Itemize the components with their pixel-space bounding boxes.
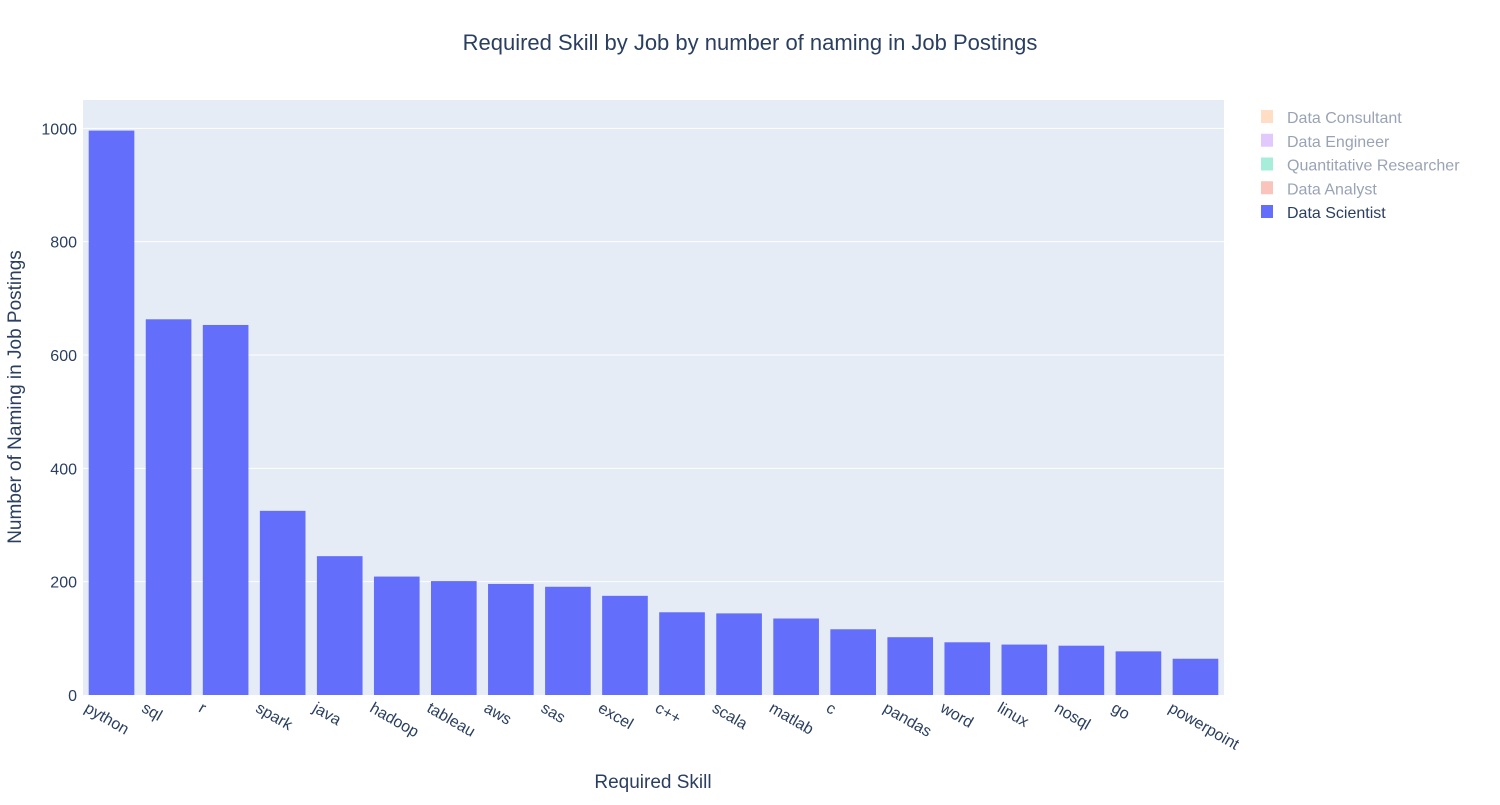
x-tick-label: powerpoint (1165, 700, 1242, 754)
x-tick-label: python (82, 700, 132, 739)
y-tick-labels: 0 200 400 600 800 1000 (41, 121, 77, 705)
x-tick-label: aws (481, 700, 514, 729)
bar-c[interactable] (830, 629, 876, 695)
bar-nosql[interactable] (1058, 645, 1105, 695)
legend-item[interactable]: Data Scientist (1261, 205, 1386, 222)
y-tick-label: 0 (68, 688, 77, 705)
legend-label: Quantitative Researcher (1287, 158, 1460, 175)
bar-sql[interactable] (145, 319, 192, 695)
plot-area (83, 100, 1224, 695)
legend-label: Data Analyst (1287, 181, 1377, 198)
x-tick-label: sql (139, 700, 165, 725)
bar-go[interactable] (1115, 651, 1162, 695)
x-tick-label: nosql (1051, 700, 1093, 734)
legend-item[interactable]: Data Consultant (1261, 110, 1402, 127)
legend: Data Consultant Data Engineer Quantitative… (1261, 110, 1460, 222)
y-tick-label: 400 (50, 461, 77, 478)
bar-powerpoint[interactable] (1172, 658, 1219, 695)
x-tick-label: excel (595, 700, 636, 733)
grid-layer (83, 127, 1224, 583)
bar-tableau[interactable] (431, 581, 477, 695)
y-axis-title: Number of Naming in Job Postings (5, 250, 26, 544)
chart-title: Required Skill by Job by number of namin… (463, 30, 1038, 55)
legend-label: Data Engineer (1287, 134, 1390, 151)
x-tick-label: pandas (880, 700, 934, 741)
x-tick-label: c++ (652, 700, 684, 728)
legend-swatch (1261, 110, 1273, 123)
legend-item[interactable]: Data Engineer (1261, 133, 1390, 151)
legend-swatch (1261, 181, 1273, 195)
legend-swatch (1261, 157, 1273, 171)
bar-hadoop[interactable] (373, 576, 420, 695)
x-tick-label: spark (253, 700, 296, 735)
y-tick-label: 1000 (41, 121, 77, 138)
x-tick-label: go (1108, 700, 1132, 724)
bar-linux[interactable] (1001, 644, 1048, 695)
bar-python[interactable] (88, 130, 135, 696)
y-tick-label: 200 (50, 575, 77, 592)
bar-matlab[interactable] (773, 618, 819, 696)
x-tick-label: hadoop (367, 700, 422, 741)
bar-scala[interactable] (716, 613, 762, 695)
legend-label: Data Consultant (1287, 110, 1402, 127)
x-tick-labels: python sql r spark java hadoop tableau aws sas ex… (82, 699, 1243, 754)
x-tick-label: sas (538, 700, 568, 727)
x-axis-title: Required Skill (594, 772, 711, 793)
bar-word[interactable] (944, 642, 991, 695)
x-tick-label: java (309, 699, 344, 729)
x-tick-label: linux (994, 700, 1031, 731)
legend-swatch (1261, 205, 1273, 218)
legend-item[interactable]: Quantitative Researcher (1261, 157, 1460, 175)
y-tick-label: 600 (50, 348, 77, 365)
bar-excel[interactable] (602, 595, 648, 695)
bar-c++[interactable] (659, 612, 705, 695)
x-tick-label: tableau (424, 700, 478, 741)
bar-aws[interactable] (488, 583, 534, 695)
x-tick-label: r (196, 700, 210, 718)
x-tick-label: matlab (766, 700, 816, 739)
legend-label: Data Scientist (1287, 205, 1386, 222)
bar-java[interactable] (316, 556, 363, 695)
bar-spark[interactable] (259, 510, 306, 695)
x-tick-label: c (823, 700, 838, 719)
x-tick-label: word (936, 699, 975, 732)
bar-r[interactable] (202, 324, 249, 695)
bar-sas[interactable] (545, 586, 591, 695)
legend-swatch (1261, 133, 1273, 147)
legend-item[interactable]: Data Analyst (1261, 181, 1377, 198)
bar-layer (88, 130, 1219, 696)
y-tick-label: 800 (50, 235, 77, 252)
x-tick-label: scala (709, 700, 750, 733)
bar-pandas[interactable] (887, 637, 934, 695)
